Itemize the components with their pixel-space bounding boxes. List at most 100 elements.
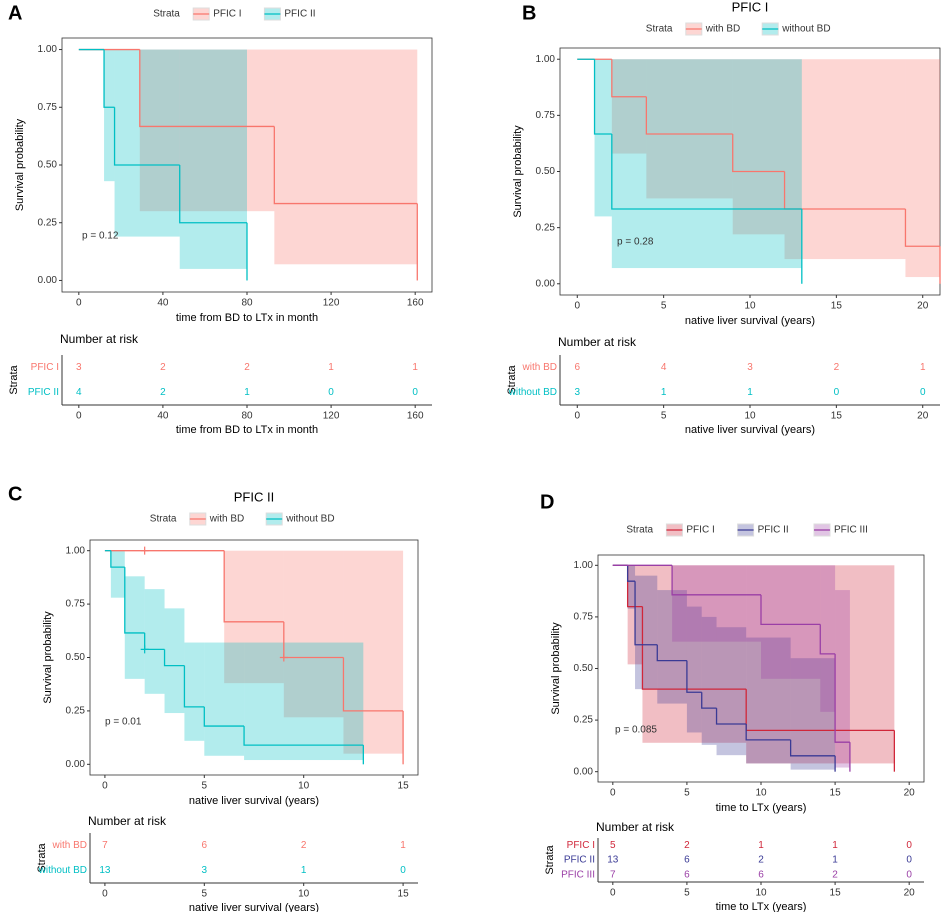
x-tick-label: 40 — [157, 298, 169, 309]
survival-step — [124, 567, 145, 634]
survival-step — [183, 665, 205, 708]
ci-band — [244, 642, 364, 761]
risk-x-tick-label: 20 — [917, 411, 929, 422]
ci-band — [110, 550, 125, 598]
survival-step — [789, 739, 836, 757]
p-value: p = 0.12 — [82, 231, 119, 242]
survival-step — [611, 59, 647, 98]
risk-x-tick-label: 5 — [661, 411, 667, 422]
survival-step — [732, 134, 785, 173]
survival-step — [110, 550, 125, 568]
ci-band — [732, 59, 785, 235]
risk-x-tick-label: 15 — [831, 411, 843, 422]
risk-count: 1 — [244, 387, 250, 398]
x-tick-label: 120 — [323, 298, 340, 309]
chart-title: PFIC I — [732, 0, 769, 14]
risk-count: 2 — [834, 362, 840, 373]
ci-band — [144, 589, 165, 694]
legend-label: with BD — [209, 514, 244, 525]
ci-band — [701, 616, 717, 745]
risk-count: 1 — [832, 840, 838, 851]
survival-step — [686, 660, 702, 693]
risk-strata-label: Strata — [506, 364, 518, 394]
risk-count: 0 — [906, 840, 912, 851]
x-tick-label: 15 — [830, 788, 842, 799]
risk-x-tick-label: 15 — [398, 889, 410, 900]
ci-band — [204, 642, 245, 756]
risk-count: 4 — [76, 387, 82, 398]
risk-count: 4 — [661, 362, 667, 373]
y-axis-label: Survival probability — [512, 125, 524, 218]
ci-band — [224, 550, 284, 684]
panel-letter: D — [540, 491, 554, 513]
legend-label: without BD — [781, 24, 830, 35]
risk-table-title: Number at risk — [558, 335, 637, 349]
survival-step — [745, 724, 791, 741]
risk-x-axis-label: time from BD to LTx in month — [176, 424, 318, 436]
risk-count: 3 — [574, 387, 580, 398]
survival-step — [342, 657, 404, 712]
ci-band — [716, 627, 747, 756]
p-value: p = 0.28 — [617, 237, 654, 248]
ci-band — [784, 59, 906, 260]
y-tick-label: 0.50 — [574, 663, 594, 674]
legend-label: PFIC II — [284, 9, 315, 20]
survival-step — [179, 165, 247, 224]
x-tick-label: 10 — [755, 788, 767, 799]
y-tick-label: 0.25 — [574, 715, 594, 726]
risk-count: 6 — [574, 362, 580, 373]
risk-count: 1 — [400, 840, 406, 851]
risk-x-axis-label: native liver survival (years) — [685, 424, 815, 436]
y-tick-label: 0.25 — [66, 706, 86, 717]
x-tick-label: 15 — [398, 781, 410, 792]
ci-band — [343, 550, 404, 754]
y-axis-label: Survival probability — [42, 611, 54, 704]
x-tick-label: 160 — [407, 298, 424, 309]
risk-count: 0 — [412, 387, 418, 398]
survival-step — [701, 692, 717, 709]
risk-count: 0 — [400, 865, 406, 876]
ci-band — [139, 49, 275, 212]
risk-row-name: without BD — [38, 865, 87, 876]
ci-band — [746, 637, 791, 764]
x-tick-label: 15 — [831, 301, 843, 312]
risk-count: 1 — [412, 362, 418, 373]
survival-step — [223, 550, 284, 623]
risk-x-tick-label: 10 — [755, 888, 767, 899]
legend-title: Strata — [150, 514, 177, 525]
risk-count: 3 — [202, 865, 208, 876]
risk-count: 2 — [758, 855, 764, 866]
legend-label: PFIC II — [758, 525, 789, 536]
risk-count: 0 — [906, 855, 912, 866]
y-tick-label: 0.50 — [38, 160, 58, 171]
risk-count: 0 — [906, 869, 912, 880]
ci-band — [594, 59, 612, 217]
y-tick-label: 0.25 — [536, 222, 556, 233]
risk-x-tick-label: 20 — [904, 888, 916, 899]
risk-x-tick-label: 10 — [744, 411, 756, 422]
survival-step — [904, 208, 940, 247]
risk-count: 6 — [758, 869, 764, 880]
p-value: p = 0.01 — [105, 717, 142, 728]
y-tick-label: 1.00 — [66, 545, 86, 556]
legend-label: PFIC I — [213, 9, 241, 20]
ci-band — [657, 590, 687, 704]
survival-step — [834, 653, 850, 743]
risk-row-name: PFIC I — [567, 840, 595, 851]
risk-count: 2 — [832, 869, 838, 880]
risk-x-tick-label: 10 — [298, 889, 310, 900]
ci-band — [635, 575, 658, 690]
panel-letter: B — [522, 2, 536, 24]
survival-step — [103, 49, 115, 108]
risk-count: 2 — [684, 840, 690, 851]
y-tick-label: 0.00 — [536, 278, 556, 289]
survival-step — [671, 565, 761, 596]
ci-band — [164, 608, 185, 714]
p-value: p = 0.085 — [615, 725, 657, 736]
panel-letter: C — [8, 483, 22, 505]
survival-step — [139, 49, 275, 128]
legend-title: Strata — [646, 24, 673, 35]
censor-mark — [140, 546, 149, 555]
x-axis-label: time from BD to LTx in month — [176, 312, 318, 324]
y-tick-label: 0.75 — [66, 599, 86, 610]
